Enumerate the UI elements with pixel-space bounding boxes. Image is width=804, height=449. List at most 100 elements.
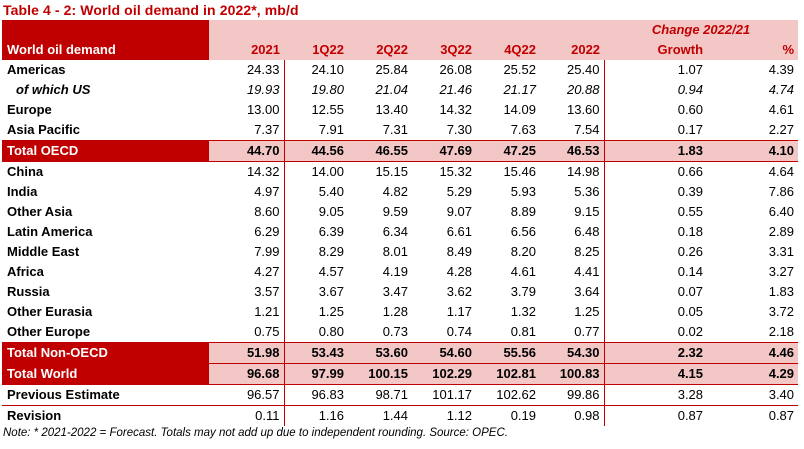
cell-value: 13.00 — [209, 100, 285, 120]
cell-value: 9.15 — [540, 202, 605, 222]
cell-value: 4.19 — [382, 264, 408, 279]
cell-value: 46.53 — [540, 140, 605, 162]
table-row: Africa 4.27 4.57 4.19 4.28 4.61 4.41 0.14 3.27 — [2, 262, 798, 282]
cell-value: 25.52 — [503, 62, 536, 77]
cell-value: 0.55 — [677, 204, 704, 219]
cell-value: 1.16 — [284, 405, 348, 426]
cell-value: 102.29 — [412, 363, 476, 385]
cell-value: 14.09 — [503, 102, 536, 117]
cell-value: 13.40 — [375, 102, 408, 117]
table-row: Other Europe 0.75 0.80 0.73 0.74 0.81 0.77 0.02… — [2, 322, 798, 343]
header-row-top: Change 2022/21 — [2, 20, 799, 40]
row-label: Total Non-OECD — [2, 342, 209, 364]
cell-value: 0.39 — [677, 184, 704, 199]
cell-value: 20.88 — [540, 80, 605, 100]
row-label: Americas — [7, 62, 66, 77]
header-row: World oil demand 2021 1Q22 2Q22 3Q22 4Q2… — [2, 40, 799, 60]
table-row: India 4.97 5.40 4.82 5.29 5.93 5.36 0.39 7.86 — [2, 182, 798, 202]
table-row: Total OECD 44.70 44.56 46.55 47.69 47.25 46.53… — [2, 140, 799, 162]
cell-value: 15.46 — [476, 161, 540, 182]
cell-value: 0.94 — [677, 82, 704, 97]
cell-value: 6.29 — [209, 222, 285, 242]
row-label: India — [7, 184, 38, 199]
cell-value: 1.32 — [510, 304, 536, 319]
cell-value: 3.62 — [446, 284, 472, 299]
cell-value: 97.99 — [284, 363, 348, 385]
cell-value: 7.91 — [318, 122, 344, 137]
cell-value: 54.30 — [540, 342, 605, 364]
cell-value: 4.46 — [707, 342, 799, 364]
cell-value: 96.57 — [209, 384, 285, 406]
cell-value: 8.20 — [510, 244, 536, 259]
table-row: Other Eurasia 1.21 1.25 1.28 1.17 1.32 1.25 0.0… — [2, 302, 798, 322]
cell-value: 100.15 — [348, 363, 412, 385]
cell-value: 14.00 — [284, 161, 348, 182]
cell-value: 15.32 — [412, 161, 476, 182]
cell-value: 5.93 — [510, 184, 536, 199]
cell-value: 2.89 — [768, 224, 795, 239]
row-label: Other Europe — [7, 324, 91, 339]
cell-value: 7.63 — [510, 122, 536, 137]
table-row: Latin America 6.29 6.39 6.34 6.61 6.56 6.48 0.1… — [2, 222, 798, 242]
row-label: Asia Pacific — [7, 122, 80, 137]
cell-value: 6.48 — [540, 222, 605, 242]
cell-value: 53.43 — [284, 342, 348, 364]
cell-value: 2.18 — [768, 324, 795, 339]
row-label: Russia — [7, 284, 50, 299]
cell-value: 51.98 — [209, 342, 285, 364]
cell-value: 0.73 — [382, 324, 408, 339]
cell-value: 19.93 — [209, 80, 285, 100]
cell-value: 46.55 — [348, 140, 412, 162]
cell-value: 55.56 — [476, 342, 540, 364]
cell-value: 0.14 — [677, 264, 704, 279]
cell-value: 47.69 — [412, 140, 476, 162]
cell-value: 1.25 — [318, 304, 344, 319]
cell-value: 21.17 — [503, 82, 536, 97]
header-blank — [2, 20, 209, 40]
cell-value: 7.99 — [209, 242, 285, 262]
cell-value: 0.18 — [677, 224, 704, 239]
cell-value: 0.17 — [677, 122, 704, 137]
cell-value: 4.41 — [540, 262, 605, 282]
cell-value: 5.36 — [540, 182, 605, 202]
cell-value: 1.83 — [768, 284, 795, 299]
cell-value: 4.57 — [318, 264, 344, 279]
cell-value: 4.15 — [604, 363, 708, 385]
cell-value: 8.01 — [382, 244, 408, 259]
cell-value: 0.87 — [604, 405, 708, 426]
cell-value: 102.81 — [476, 363, 540, 385]
cell-value: 25.84 — [375, 62, 408, 77]
cell-value: 1.44 — [348, 405, 412, 426]
col-header: 4Q22 — [476, 40, 540, 60]
table-row: Revision 0.11 1.16 1.44 1.12 0.19 0.98 0.87 0.87 — [2, 405, 799, 426]
table-row: Previous Estimate 96.57 96.83 98.71 101.17 10… — [2, 384, 799, 406]
row-label: Revision — [2, 405, 209, 426]
table-row: Other Asia 8.60 9.05 9.59 9.07 8.89 9.15 0.55 6.… — [2, 202, 798, 222]
cell-value: 0.60 — [677, 102, 704, 117]
cell-value: 3.40 — [707, 384, 799, 406]
cell-value: 3.72 — [768, 304, 795, 319]
cell-value: 13.60 — [540, 100, 605, 120]
oil-demand-table: Change 2022/21 World oil demand 2021 1Q2… — [2, 20, 799, 426]
cell-value: 100.83 — [540, 363, 605, 385]
cell-value: 1.25 — [540, 302, 605, 322]
cell-value: 4.29 — [707, 363, 799, 385]
cell-value: 3.27 — [768, 264, 795, 279]
cell-value: 99.86 — [540, 384, 605, 406]
row-label: Europe — [7, 102, 52, 117]
row-label: China — [2, 161, 209, 182]
cell-value: 15.15 — [348, 161, 412, 182]
cell-value: 3.64 — [540, 282, 605, 302]
cell-value: 54.60 — [412, 342, 476, 364]
cell-value: 9.59 — [382, 204, 408, 219]
cell-value: 8.60 — [209, 202, 285, 222]
col-header: 3Q22 — [412, 40, 476, 60]
cell-value: 7.86 — [768, 184, 795, 199]
table-row: of which US 19.93 19.80 21.04 21.46 21.17 20.8… — [2, 80, 798, 100]
cell-value: 0.80 — [318, 324, 344, 339]
cell-value: 9.05 — [318, 204, 344, 219]
cell-value: 5.40 — [318, 184, 344, 199]
cell-value: 8.25 — [540, 242, 605, 262]
cell-value: 102.62 — [476, 384, 540, 406]
cell-value: 0.07 — [677, 284, 704, 299]
